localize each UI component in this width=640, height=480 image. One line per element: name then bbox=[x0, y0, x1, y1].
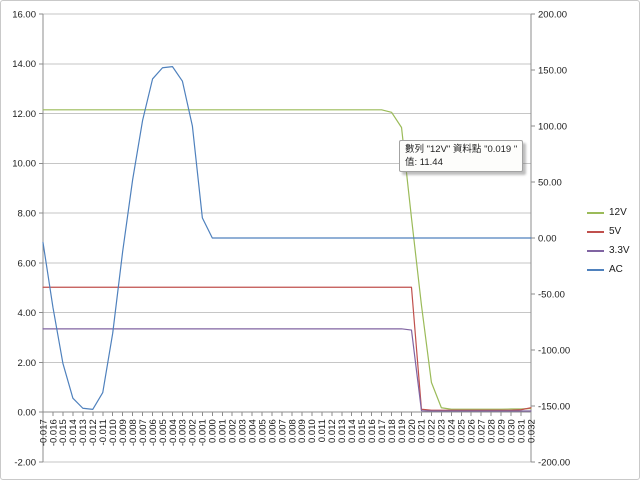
x-axis-tick-label: 0.019 bbox=[397, 419, 408, 443]
x-axis-tick-label: 0.008 bbox=[287, 419, 298, 443]
legend-item-ac[interactable]: AC bbox=[587, 260, 630, 279]
x-axis-tick-label: 0.027 bbox=[477, 419, 488, 443]
legend: 12V 5V 3.3V AC bbox=[587, 203, 630, 279]
legend-line-swatch-12v bbox=[587, 211, 604, 214]
left-axis-tick-label: 2.00 bbox=[18, 358, 37, 369]
x-axis-tick-label: 0.007 bbox=[277, 419, 288, 443]
x-axis-tick-label: 0.006 bbox=[267, 419, 278, 443]
x-axis-tick-label: 0.013 bbox=[337, 419, 348, 443]
x-axis-tick-label: -0.008 bbox=[128, 419, 139, 446]
x-axis-tick-label: 0.023 bbox=[437, 419, 448, 443]
legend-label-3-3v: 3.3V bbox=[609, 245, 630, 256]
legend-item-12v[interactable]: 12V bbox=[587, 203, 630, 222]
x-axis-tick-label: 0.024 bbox=[447, 419, 458, 443]
x-axis-tick-label: -0.013 bbox=[78, 419, 89, 446]
x-axis-tick-label: 0.030 bbox=[506, 419, 517, 443]
legend-item-5v[interactable]: 5V bbox=[587, 222, 630, 241]
x-axis-tick-label: 0.022 bbox=[427, 419, 438, 443]
x-axis-tick-label: 0.014 bbox=[347, 419, 358, 443]
x-axis-tick-label: -0.010 bbox=[108, 419, 119, 446]
left-value-axis: 16.00 14.00 12.00 10.00 8.00 6.00 4.00 2.00 0.00… bbox=[12, 9, 44, 468]
x-axis-tick-label: -0.011 bbox=[98, 419, 109, 445]
right-axis-tick-label: -150.00 bbox=[538, 401, 570, 412]
x-axis-tick-label: 0.012 bbox=[327, 419, 338, 443]
data-point-tooltip: 數列 "12V" 資料點 "0.019 " 值: 11.44 bbox=[399, 140, 523, 172]
x-axis-tick-label: 0.031 bbox=[516, 419, 527, 443]
legend-label-ac: AC bbox=[609, 264, 623, 275]
x-axis-tick-label: -0.003 bbox=[178, 419, 189, 446]
x-axis-tick-label: 0.017 bbox=[377, 419, 388, 443]
left-axis-tick-label: 10.00 bbox=[12, 159, 36, 170]
right-axis-tick-label: -50.00 bbox=[538, 289, 565, 300]
x-axis-tick-label: 0.032 bbox=[526, 419, 537, 443]
tooltip-value-line: 值: 11.44 bbox=[405, 157, 443, 168]
x-axis-tick-label: -0.001 bbox=[198, 419, 209, 446]
left-axis-tick-label: 12.00 bbox=[12, 109, 36, 120]
tooltip-series-line: 數列 "12V" 資料點 "0.019 " bbox=[405, 144, 517, 155]
x-axis-tick-label: -0.014 bbox=[68, 419, 79, 446]
series-line-ac[interactable] bbox=[42, 66, 532, 410]
right-axis-tick-label: 100.00 bbox=[538, 121, 567, 132]
right-axis-tick-label: -200.00 bbox=[538, 457, 570, 468]
legend-label-12v: 12V bbox=[609, 207, 627, 218]
x-axis-tick-label: 0.001 bbox=[218, 419, 229, 443]
right-value-axis: 200.00 150.00 100.00 50.00 0.00 -50.00 -100.00… bbox=[530, 9, 570, 468]
left-axis-tick-label: 16.00 bbox=[12, 9, 36, 20]
x-axis-tick-label: 0.026 bbox=[467, 419, 478, 443]
legend-line-swatch-ac bbox=[587, 268, 604, 271]
legend-line-swatch-5v bbox=[587, 230, 604, 233]
left-axis-tick-label: 4.00 bbox=[18, 308, 37, 319]
category-axis: -0.017-0.016-0.015-0.014-0.013-0.012-0.0… bbox=[38, 411, 537, 446]
x-axis-tick-label: 0.010 bbox=[307, 419, 318, 443]
x-axis-tick-label: 0.021 bbox=[417, 419, 428, 443]
x-axis-tick-label: 0.025 bbox=[457, 419, 468, 443]
x-axis-tick-label: -0.002 bbox=[188, 419, 199, 446]
x-axis-tick-label: 0.000 bbox=[208, 419, 219, 443]
left-axis-tick-label: -2.00 bbox=[14, 457, 36, 468]
legend-label-5v: 5V bbox=[609, 226, 622, 237]
x-axis-tick-label: -0.009 bbox=[118, 419, 129, 446]
left-axis-tick-label: 8.00 bbox=[18, 209, 37, 220]
x-axis-tick-label: -0.007 bbox=[138, 419, 149, 446]
right-axis-tick-label: 150.00 bbox=[538, 65, 567, 76]
x-axis-tick-label: -0.015 bbox=[58, 419, 69, 446]
x-axis-tick-label: 0.028 bbox=[486, 419, 497, 443]
x-axis-tick-label: 0.016 bbox=[367, 419, 378, 443]
right-axis-tick-label: 0.00 bbox=[538, 233, 557, 244]
x-axis-tick-label: 0.003 bbox=[237, 419, 248, 443]
right-axis-tick-label: -100.00 bbox=[538, 345, 570, 356]
x-axis-tick-label: 0.002 bbox=[228, 419, 239, 443]
x-axis-tick-label: 0.029 bbox=[496, 419, 507, 443]
x-axis-tick-label: 0.005 bbox=[257, 419, 268, 443]
series-line-3-3v[interactable] bbox=[42, 328, 532, 412]
left-axis-tick-label: 14.00 bbox=[12, 59, 36, 70]
x-axis-tick-label: -0.004 bbox=[168, 419, 179, 446]
left-axis-tick-label: 0.00 bbox=[18, 408, 37, 419]
x-axis-tick-label: -0.016 bbox=[48, 419, 59, 446]
x-axis-tick-label: -0.005 bbox=[158, 419, 169, 446]
x-axis-tick-label: -0.006 bbox=[148, 419, 159, 446]
legend-line-swatch-3-3v bbox=[587, 249, 604, 252]
right-axis-tick-label: 50.00 bbox=[538, 177, 562, 188]
x-axis-tick-label: -0.012 bbox=[88, 419, 99, 446]
series-line-12v[interactable] bbox=[42, 109, 532, 410]
x-axis-tick-label: 0.011 bbox=[317, 419, 328, 442]
x-axis-tick-label: 0.015 bbox=[357, 419, 368, 443]
x-axis-tick-label: 0.004 bbox=[247, 419, 258, 443]
legend-item-3-3v[interactable]: 3.3V bbox=[587, 241, 630, 260]
series-line-5v[interactable] bbox=[42, 286, 532, 411]
x-axis-tick-label: 0.009 bbox=[297, 419, 308, 443]
left-axis-tick-label: 6.00 bbox=[18, 258, 37, 269]
right-axis-tick-label: 200.00 bbox=[538, 9, 567, 20]
x-axis-tick-label: 0.018 bbox=[387, 419, 398, 443]
x-axis-tick-label: -0.017 bbox=[38, 419, 49, 446]
x-axis-tick-label: 0.020 bbox=[407, 419, 418, 443]
